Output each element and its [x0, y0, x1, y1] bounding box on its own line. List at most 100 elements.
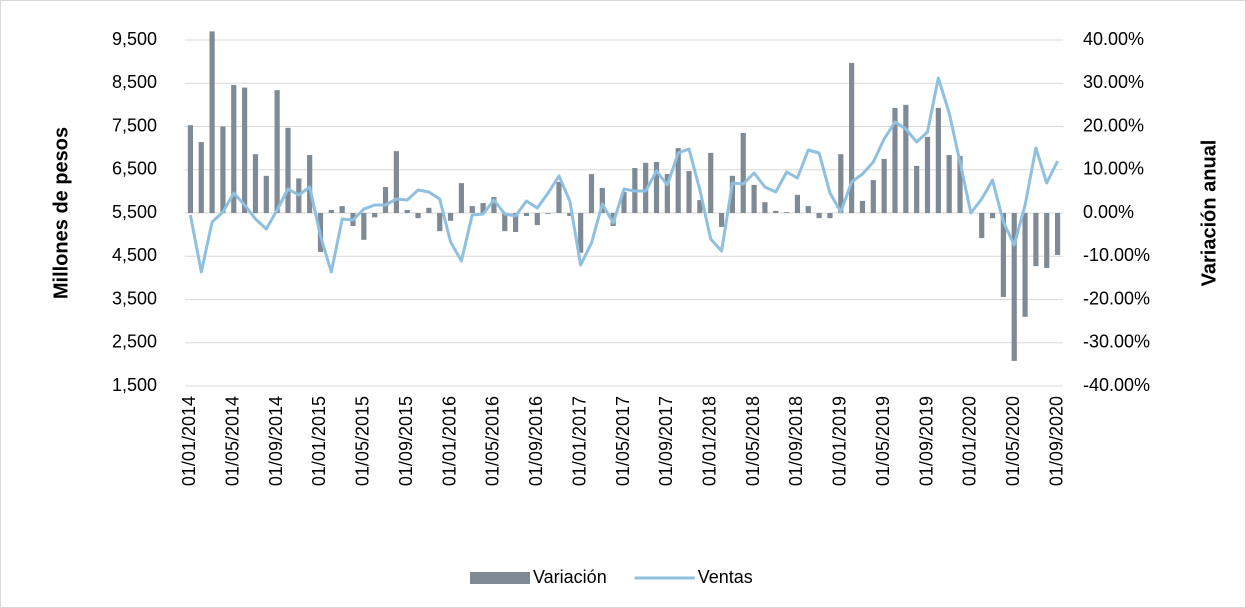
bar: [415, 213, 421, 219]
bar: [881, 158, 887, 213]
bar: [307, 155, 313, 213]
y2-tick-label: -10.00%: [1083, 245, 1150, 265]
bar: [838, 154, 844, 213]
bar: [675, 148, 681, 213]
bar: [664, 174, 670, 213]
bar: [469, 206, 475, 213]
y-axis-title: Millones de pesos: [50, 127, 72, 299]
bar: [794, 194, 801, 213]
y2-tick-label: 30.00%: [1083, 72, 1144, 92]
x-tick-label: 01/01/2014: [179, 396, 199, 486]
bar: [740, 132, 746, 213]
legend-label: Variación: [533, 567, 607, 587]
y2-tick-label: -40.00%: [1083, 375, 1150, 395]
bar: [859, 200, 866, 213]
x-tick-label: 01/05/2014: [223, 396, 243, 486]
bar: [621, 191, 627, 213]
x-tick-label: 01/05/2018: [743, 396, 763, 486]
bar: [578, 213, 584, 253]
bar: [361, 213, 367, 240]
x-tick-label: 01/09/2014: [266, 396, 286, 486]
y2-tick-label: 10.00%: [1083, 159, 1144, 179]
bar: [231, 84, 237, 213]
x-tick-label: 01/01/2020: [960, 396, 980, 486]
bar: [426, 207, 432, 213]
y2-axis-title: Variación anual: [1198, 140, 1220, 287]
bar: [697, 200, 703, 213]
x-tick-label: 01/09/2015: [396, 396, 416, 486]
x-tick-label: 01/05/2016: [483, 396, 503, 486]
bar: [480, 203, 486, 213]
x-tick-label: 01/05/2015: [353, 396, 373, 486]
bar: [599, 187, 605, 213]
bar: [545, 213, 551, 214]
bar: [762, 202, 768, 213]
y-tick-label: 1,500: [112, 375, 157, 395]
bar: [935, 107, 941, 213]
y-tick-label: 7,500: [112, 115, 157, 135]
bar: [274, 90, 280, 213]
bar: [870, 180, 876, 213]
y-tick-label: 8,500: [112, 72, 157, 92]
y2-tick-label: 40.00%: [1083, 29, 1144, 49]
bar: [339, 206, 345, 213]
x-tick-label: 01/09/2018: [786, 396, 806, 486]
x-tick-label: 01/05/2019: [873, 396, 893, 486]
bar: [285, 127, 291, 213]
x-tick-label: 01/09/2020: [1046, 396, 1066, 486]
bar: [588, 174, 595, 213]
x-tick-label: 01/01/2017: [569, 396, 589, 486]
bar: [686, 171, 692, 213]
bar: [903, 104, 909, 213]
bar: [198, 142, 204, 213]
bar: [393, 151, 399, 213]
bar: [1033, 213, 1039, 267]
bar: [447, 213, 454, 221]
bar: [773, 210, 779, 213]
x-tick-label: 01/01/2016: [439, 396, 459, 486]
bar: [729, 175, 735, 213]
y2-tick-label: -20.00%: [1083, 288, 1150, 308]
x-tick-label: 01/01/2015: [309, 396, 329, 486]
bar: [1011, 213, 1017, 361]
bar: [946, 155, 952, 213]
y-tick-label: 2,500: [112, 332, 157, 352]
bar: [914, 165, 920, 213]
bar: [924, 136, 931, 213]
bar: [209, 31, 215, 213]
y-tick-label: 4,500: [112, 245, 157, 265]
bar: [979, 213, 985, 239]
bar: [708, 152, 714, 213]
bar: [783, 212, 790, 213]
bar: [827, 213, 833, 219]
bar: [957, 155, 963, 213]
bar: [989, 213, 996, 219]
bar: [404, 209, 410, 213]
bar: [491, 196, 497, 213]
x-tick-label: 01/09/2016: [526, 396, 546, 486]
bar: [1022, 213, 1028, 317]
bar: [437, 213, 443, 232]
bar: [849, 62, 855, 213]
bar: [1000, 213, 1006, 297]
line: [188, 76, 1059, 274]
bar: [328, 209, 334, 213]
legend-label: Ventas: [698, 567, 753, 587]
bar: [382, 187, 389, 213]
bar: [220, 126, 226, 213]
bar: [242, 87, 248, 213]
bar: [458, 183, 465, 213]
bar: [718, 213, 725, 227]
bar: [372, 213, 378, 218]
bar: [263, 175, 269, 213]
x-tick-label: 01/05/2020: [1003, 396, 1023, 486]
bar: [751, 184, 757, 213]
x-tick-label: 01/05/2017: [613, 396, 633, 486]
y-tick-label: 5,500: [112, 202, 157, 222]
bar: [513, 213, 519, 233]
legend-swatch: [470, 572, 530, 584]
bar: [1054, 213, 1061, 255]
y-tick-label: 9,500: [112, 29, 157, 49]
